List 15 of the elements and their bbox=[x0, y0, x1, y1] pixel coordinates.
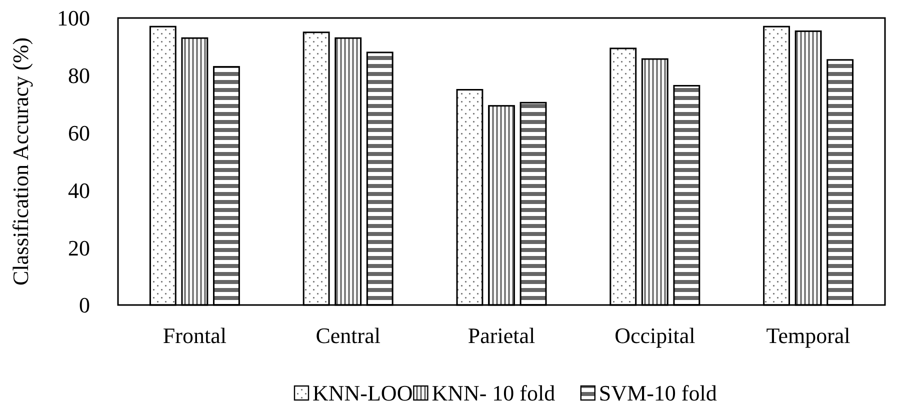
x-tick-label: Frontal bbox=[162, 323, 226, 348]
y-tick-label: 40 bbox=[68, 178, 90, 203]
y-tick-label: 20 bbox=[68, 235, 90, 260]
legend-label: SVM-10 fold bbox=[598, 380, 717, 406]
x-tick-label: Central bbox=[316, 323, 380, 348]
x-tick-label: Temporal bbox=[766, 323, 850, 348]
x-tick-label: Parietal bbox=[468, 323, 536, 348]
x-tick-label: Occipital bbox=[614, 323, 696, 348]
y-tick-label: 0 bbox=[79, 292, 90, 318]
y-tick-label: 60 bbox=[68, 120, 90, 146]
legend-label: KNN- 10 fold bbox=[432, 380, 556, 406]
legend-label: KNN-LOO bbox=[312, 380, 413, 406]
y-tick-label: 100 bbox=[57, 6, 90, 31]
y-axis-title: Classification Accuracy (%) bbox=[8, 37, 33, 286]
y-tick-label: 80 bbox=[68, 63, 90, 88]
